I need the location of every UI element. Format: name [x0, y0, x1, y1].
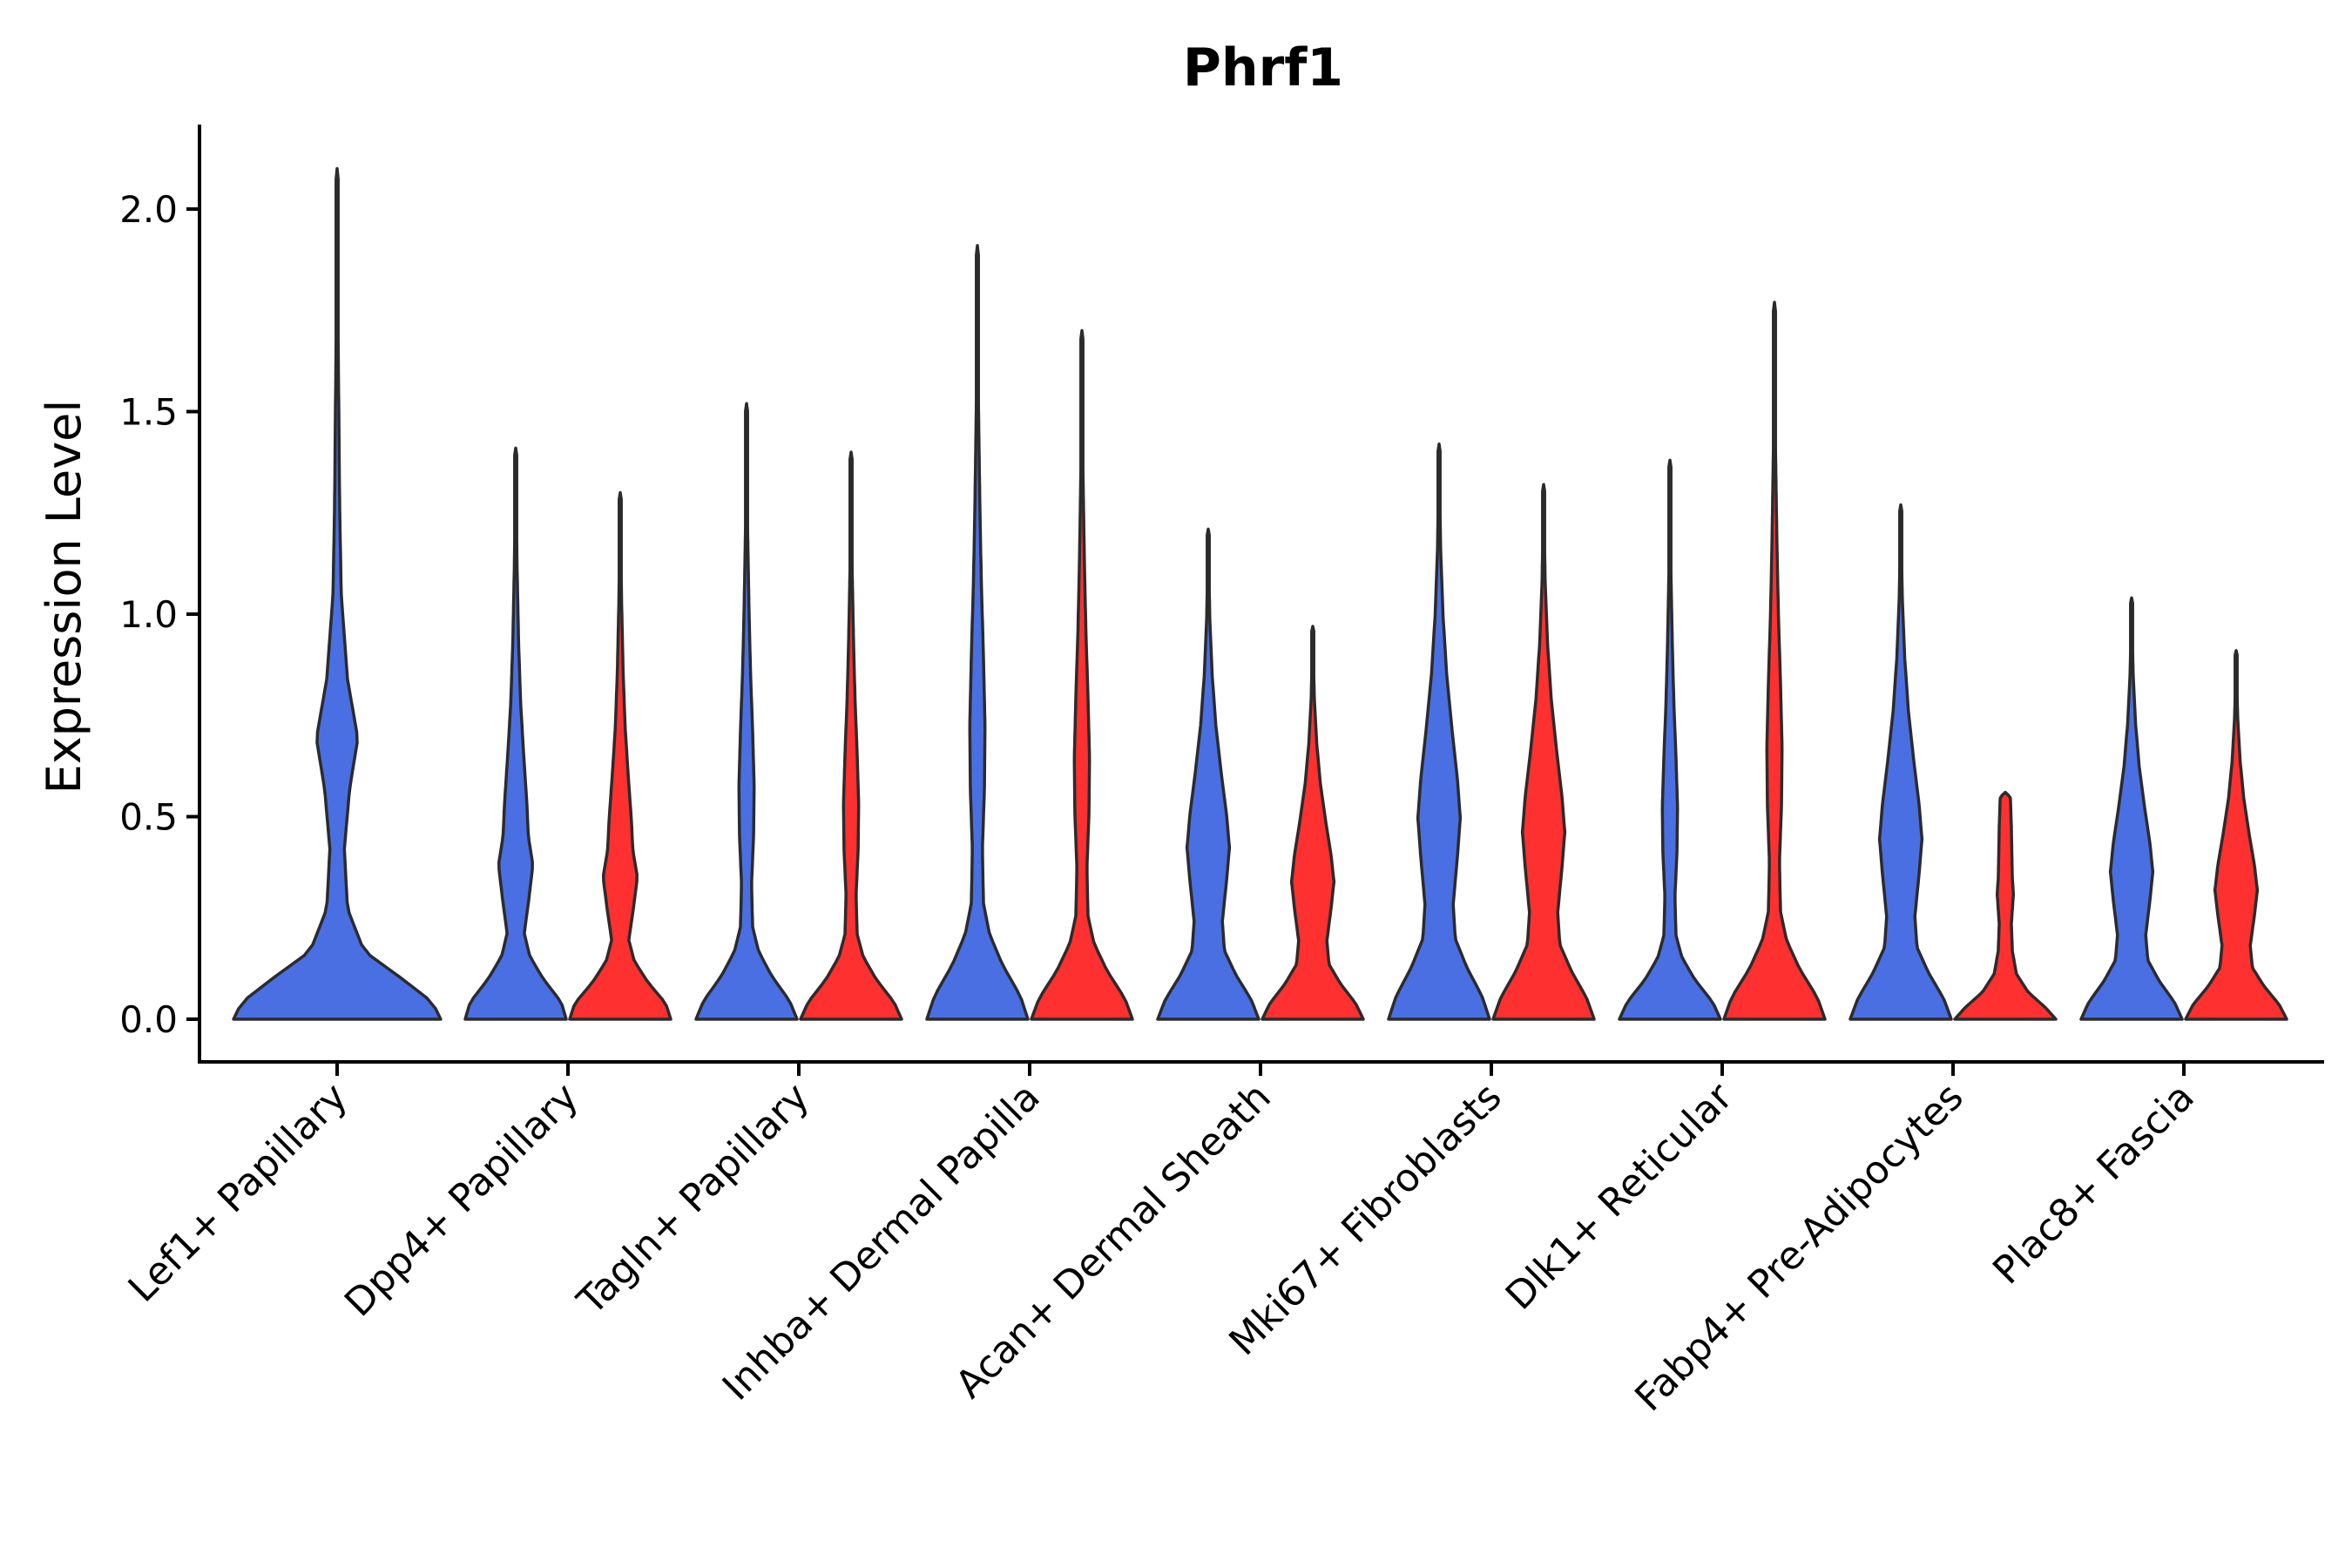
x-category-label: Lef1+ Papillary [120, 1075, 356, 1311]
y-ticks-group: 0.0 0.5 1.0 1.5 2.0 [119, 188, 199, 1041]
violin-red-6 [1491, 483, 1596, 1021]
violins-group [232, 166, 2288, 1021]
y-tick-label: 1.5 [119, 391, 178, 434]
x-category-label: Dpp4+ Papillary [336, 1075, 587, 1326]
violin-blue-3 [694, 402, 799, 1021]
y-tick-label: 0.0 [119, 998, 178, 1041]
violin-blue-6 [1387, 442, 1491, 1021]
violin-blue-5 [1156, 527, 1260, 1021]
y-tick-label: 1.0 [119, 593, 178, 636]
violin-red-8 [1953, 790, 2058, 1021]
violin-red-9 [2184, 649, 2288, 1021]
violin-blue-4 [925, 244, 1030, 1021]
chart-title: Phrf1 [1183, 37, 1343, 98]
violin-red-4 [1030, 328, 1134, 1021]
violin-blue-2 [463, 446, 568, 1021]
violin-blue-7 [1618, 458, 1722, 1021]
violin-blue-8 [1848, 503, 1953, 1021]
y-axis-label: Expression Level [37, 400, 91, 794]
violin-red-7 [1722, 301, 1827, 1021]
x-category-label: Tagln+ Papillary [569, 1075, 818, 1324]
violin-red-2 [568, 490, 672, 1021]
violin-blue-9 [2079, 596, 2184, 1021]
y-tick-label: 0.5 [119, 796, 178, 839]
violin-red-3 [799, 450, 903, 1021]
x-category-label: Dlk1+ Reticular [1497, 1074, 1742, 1319]
violin-red-5 [1260, 625, 1365, 1021]
x-category-label: Plac8+ Fascia [1984, 1075, 2203, 1294]
y-tick-label: 2.0 [119, 188, 178, 231]
violin-blue-1 [232, 166, 443, 1021]
